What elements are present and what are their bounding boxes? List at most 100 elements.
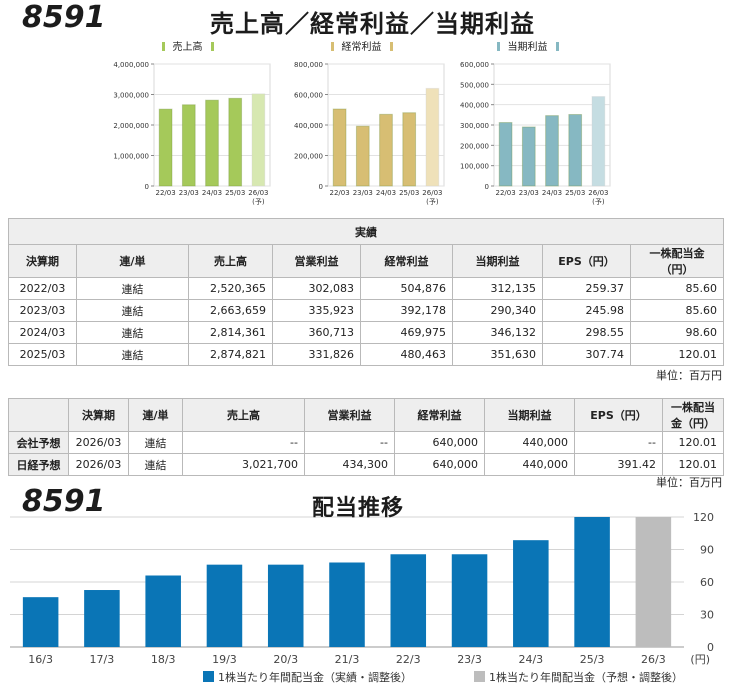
table-cell: 335,923 xyxy=(272,299,361,322)
table-cell: 245.98 xyxy=(542,299,631,322)
bar xyxy=(181,104,196,187)
bar xyxy=(568,114,583,187)
col-header: 営業利益 xyxy=(304,398,395,432)
row-header: 会社予想 xyxy=(8,431,69,454)
y-tick-label: 4,000,000 xyxy=(113,61,149,69)
x-tick-label: 16/3 xyxy=(28,653,53,666)
table-caption: 実績 xyxy=(8,218,724,245)
bar xyxy=(267,564,304,647)
table-cell: 434,300 xyxy=(304,453,395,476)
table-cell: 連結 xyxy=(76,299,189,322)
table-cell: 360,713 xyxy=(272,321,361,344)
y-tick-label: 200,000 xyxy=(460,142,489,150)
table-cell: 120.01 xyxy=(630,343,724,366)
bar xyxy=(84,590,120,647)
bar xyxy=(251,93,266,187)
bar xyxy=(425,87,440,187)
y-tick-label: 800,000 xyxy=(294,61,323,69)
table-cell: 331,826 xyxy=(272,343,361,366)
bar xyxy=(228,97,243,187)
forecast-note: (予) xyxy=(592,198,605,206)
x-tick-label: 26/03 xyxy=(422,189,442,197)
table-row: 日経予想 2026/03 連結 3,021,700 434,300 640,00… xyxy=(8,453,724,476)
x-tick-label: 17/3 xyxy=(90,653,115,666)
x-tick-label: 24/03 xyxy=(376,189,396,197)
y-tick-label: 90 xyxy=(700,544,714,557)
bar xyxy=(402,112,417,187)
table-cell: 351,630 xyxy=(452,343,543,366)
dividend-title: 配当推移 xyxy=(312,496,405,521)
x-tick-label: 22/03 xyxy=(496,189,516,197)
col-header: 当期利益 xyxy=(484,398,575,432)
table-row: 2025/03 連結 2,874,821 331,826 480,463 351… xyxy=(8,343,724,366)
legend-actual-label: 1株当たり年間配当金（実績・調整後） xyxy=(218,671,412,684)
x-tick-label: 24/03 xyxy=(202,189,222,197)
col-header: 連/単 xyxy=(76,244,189,278)
forecast-note: (予) xyxy=(252,198,265,206)
table-cell: 259.37 xyxy=(542,277,631,300)
table-cell: 2024/03 xyxy=(8,321,77,344)
table-cell: 298.55 xyxy=(542,321,631,344)
forecast-table: 決算期 連/単 売上高 営業利益 経常利益 当期利益 EPS（円） 一株配当金（… xyxy=(8,398,724,476)
table-cell: 440,000 xyxy=(484,431,575,454)
table-cell: 2023/03 xyxy=(8,299,77,322)
table-cell: 307.74 xyxy=(542,343,631,366)
x-tick-label: 21/3 xyxy=(335,653,360,666)
table-cell: 2026/03 xyxy=(68,453,129,476)
mini-chart-svg: 0 1,000,000 2,000,000 3,000,000 4,000,000 22/… xyxy=(113,61,271,206)
table-row: 2022/03 連結 2,520,365 302,083 504,876 312… xyxy=(8,277,724,300)
y-tick-label: 0 xyxy=(319,183,323,191)
table-cell: 3,021,700 xyxy=(182,453,305,476)
bar xyxy=(206,564,243,647)
x-tick-label: 20/3 xyxy=(273,653,298,666)
table-cell: 120.01 xyxy=(662,453,724,476)
table-cell: 346,132 xyxy=(452,321,543,344)
bar xyxy=(513,540,549,647)
dividend-code: 8591 xyxy=(22,484,106,519)
col-header: 決算期 xyxy=(68,398,129,432)
y-tick-label: 600,000 xyxy=(460,61,489,69)
y-tick-label: 600,000 xyxy=(294,92,323,100)
legend-swatch xyxy=(389,42,393,51)
bar xyxy=(545,115,559,187)
table-cell: 連結 xyxy=(128,431,183,454)
y-tick-label: 3,000,000 xyxy=(113,92,149,100)
x-tick-label: 24/3 xyxy=(518,653,543,666)
x-tick-label: 25/03 xyxy=(399,189,419,197)
y-tick-label: 2,000,000 xyxy=(113,122,149,130)
bar xyxy=(390,554,427,647)
y-tick-label: 60 xyxy=(700,576,714,589)
col-header: EPS（円） xyxy=(542,244,631,278)
mini-legend: 経常利益 xyxy=(274,38,449,53)
x-tick-label: 25/03 xyxy=(225,189,245,197)
bar xyxy=(521,126,536,187)
table-cell: -- xyxy=(574,431,663,454)
bar xyxy=(332,108,347,187)
bar xyxy=(355,125,370,187)
table-cell: 2,520,365 xyxy=(188,277,273,300)
table-cell: 85.60 xyxy=(630,277,724,300)
table-cell: 2022/03 xyxy=(8,277,77,300)
table-cell: 2026/03 xyxy=(68,431,129,454)
col-header: EPS（円） xyxy=(574,398,663,432)
x-tick-label: 22/03 xyxy=(330,189,350,197)
y-tick-label: 0 xyxy=(145,183,149,191)
mini-legend-label: 経常利益 xyxy=(341,42,382,53)
unit-label: (円) xyxy=(690,653,710,666)
dividend-chart: 0 30 60 90 120 16/3 17/3 18/3 19/3 20/3 21/3 22/3 23… xyxy=(0,488,730,700)
bar xyxy=(635,516,672,647)
x-tick-label: 25/3 xyxy=(580,653,605,666)
bar xyxy=(158,108,173,187)
col-header: 一株配当金（円） xyxy=(662,398,724,432)
legend-swatch xyxy=(496,42,500,51)
forecast-unit: 単位：百万円 xyxy=(656,476,722,489)
y-tick-label: 300,000 xyxy=(460,122,489,130)
table-caption-row: 実績 xyxy=(8,218,724,245)
table-cell: 2,814,361 xyxy=(188,321,273,344)
bar xyxy=(591,96,606,187)
legend-actual: 1株当たり年間配当金（実績・調整後） xyxy=(203,669,412,685)
x-tick-label: 23/03 xyxy=(519,189,539,197)
legend-swatch-actual xyxy=(203,671,214,682)
page-title: 売上高／経常利益／当期利益 xyxy=(210,10,535,38)
x-tick-label: 26/03 xyxy=(248,189,268,197)
